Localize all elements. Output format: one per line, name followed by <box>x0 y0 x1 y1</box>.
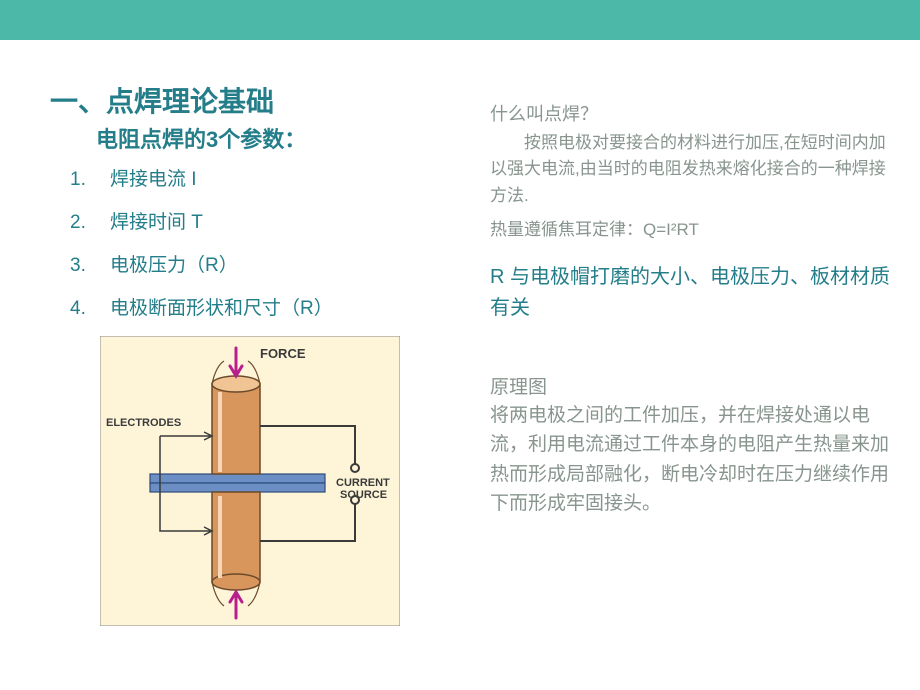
principle-text: 将两电极之间的工件加压，并在焊接处通以电流，利用电流通过工件本身的电阻产生热量来… <box>490 401 890 519</box>
parameter-list: 1. 焊接电流 I 2. 焊接时间 T 3. 电极压力（R） 4. 电极断面形状… <box>70 164 470 320</box>
param-item-4: 4. 电极断面形状和尺寸（R） <box>70 293 470 320</box>
svg-text:ELECTRODES: ELECTRODES <box>106 417 181 429</box>
param-num: 4. <box>70 298 110 320</box>
svg-text:SOURCE: SOURCE <box>340 489 387 501</box>
main-title: 一、点焊理论基础 <box>50 80 470 120</box>
slide-content: 一、点焊理论基础 电阻点焊的3个参数： 1. 焊接电流 I 2. 焊接时间 T … <box>0 40 920 651</box>
principle-title: 原理图 <box>490 372 890 399</box>
param-text: 焊接电流 I <box>110 164 197 191</box>
param-num: 1. <box>70 169 110 191</box>
top-bar <box>0 0 920 40</box>
left-column: 一、点焊理论基础 电阻点焊的3个参数： 1. 焊接电流 I 2. 焊接时间 T … <box>50 80 470 631</box>
svg-text:CURRENT: CURRENT <box>336 477 390 489</box>
param-item-3: 3. 电极压力（R） <box>70 250 470 277</box>
question-text: 什么叫点焊？ <box>490 100 890 126</box>
resistance-note: R 与电极帽打磨的大小、电极压力、板材材质有关 <box>490 262 890 324</box>
description-text: 按照电极对要接合的材料进行加压,在短时间内加以强大电流,由当时的电阻发热来熔化接… <box>490 130 890 209</box>
param-text: 电极压力（R） <box>110 250 238 277</box>
param-num: 2. <box>70 212 110 234</box>
param-num: 3. <box>70 255 110 277</box>
spot-weld-diagram: FORCE ELECTRODES CURRENTSOURCE <box>100 336 470 631</box>
diagram-svg: FORCE ELECTRODES CURRENTSOURCE <box>100 336 400 626</box>
subtitle: 电阻点焊的3个参数： <box>96 122 470 154</box>
joule-rule-text: 热量遵循焦耳定律：Q=I²RT <box>490 215 890 240</box>
param-text: 电极断面形状和尺寸（R） <box>110 293 333 320</box>
param-item-2: 2. 焊接时间 T <box>70 207 470 234</box>
right-column: 什么叫点焊？ 按照电极对要接合的材料进行加压,在短时间内加以强大电流,由当时的电… <box>470 80 890 631</box>
param-text: 焊接时间 T <box>110 207 203 234</box>
svg-text:FORCE: FORCE <box>260 346 306 361</box>
param-item-1: 1. 焊接电流 I <box>70 164 470 191</box>
